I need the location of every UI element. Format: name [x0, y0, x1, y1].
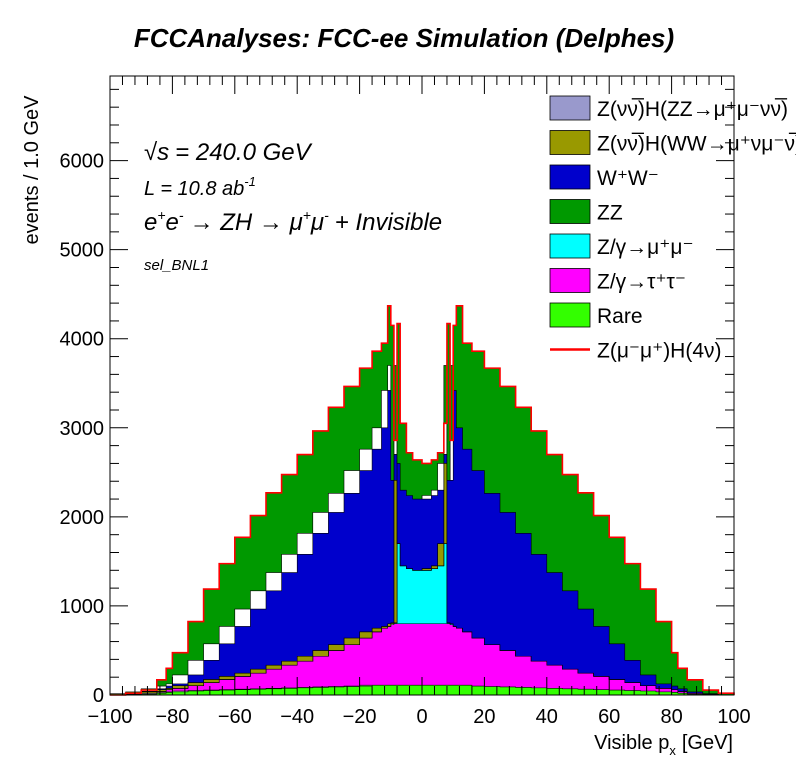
legend-label: Z(νν̅)H(WW→μ⁺νμ⁻ν̅) — [597, 133, 796, 156]
x-tick-label: −60 — [218, 706, 252, 728]
signal-line-series — [110, 304, 735, 696]
chart-title: FCCAnalyses: FCC-ee Simulation (Delphes) — [134, 23, 674, 53]
y-tick-label: 2000 — [60, 507, 105, 529]
y-tick-label: 6000 — [60, 151, 105, 173]
x-tick-label: 100 — [717, 706, 750, 728]
legend-label: Rare — [597, 305, 643, 328]
x-tick-label: 20 — [473, 706, 495, 728]
x-axis-label-main: Visible p — [594, 732, 669, 754]
luminosity-exponent: -1 — [244, 174, 256, 189]
process-plus-sup: + — [157, 207, 165, 223]
y-tick-label: 0 — [93, 685, 104, 707]
process-label: e+e- → ZH → μ+μ- + Invisible — [144, 207, 442, 236]
x-tick-label: −80 — [155, 706, 189, 728]
sqrt-s-symbol: √s — [144, 139, 169, 166]
process-minus-sup: - — [179, 207, 184, 223]
legend-label: Z(νν̅)H(ZZ→μ⁺μ⁻νν̅) — [597, 98, 788, 121]
legend-swatch — [549, 302, 591, 328]
y-axis-label: events / 1.0 GeV — [21, 95, 43, 245]
sqrt-s-label: √s = 240.0 GeV — [144, 139, 313, 166]
selection-label: sel_BNL1 — [144, 257, 209, 274]
legend-swatch — [549, 130, 591, 155]
x-tick-label: −40 — [280, 706, 314, 728]
y-tick-label: 4000 — [60, 329, 105, 351]
x-tick-label: 80 — [660, 706, 682, 728]
legend-swatch — [549, 268, 591, 293]
x-tick-label: −20 — [343, 706, 377, 728]
legend-label: Z/γ→τ⁺τ⁻ — [597, 271, 686, 294]
x-axis-label-unit: [GeV] — [682, 732, 733, 754]
y-tick-label: 3000 — [60, 418, 105, 440]
process-mu-plus-sup: + — [303, 207, 311, 223]
x-tick-label: 0 — [416, 706, 427, 728]
luminosity-value: L = 10.8 ab — [144, 178, 244, 200]
x-axis-label: Visible px [GeV] — [594, 732, 733, 758]
x-tick-label: 40 — [536, 706, 558, 728]
y-tick-label: 5000 — [60, 240, 105, 262]
stacked-histogram-layer — [109, 305, 735, 696]
process-e-plus: e — [144, 209, 157, 236]
x-tick-label: 60 — [598, 706, 620, 728]
legend-label: ZZ — [597, 202, 623, 225]
luminosity-label: L = 10.8 ab-1 — [144, 174, 256, 200]
legend-swatch — [549, 199, 591, 224]
sqrt-s-value: = 240.0 GeV — [175, 139, 312, 166]
process-mu: μ — [310, 209, 324, 236]
legend-label: Z(μ⁻μ⁺)H(4ν) — [597, 340, 722, 363]
legend-swatch — [549, 95, 591, 121]
axis-ticks: −100 −80 −60 −40 −20 0 20 40 60 80 100010002000300… — [60, 76, 751, 728]
y-tick-label: 1000 — [60, 596, 105, 618]
x-tick-label: −100 — [87, 706, 132, 728]
legend: Z(νν̅)H(ZZ→μ⁺μ⁻νν̅) Z(νν̅)H(WW→μ⁺νμ⁻ν̅) W⁺… — [549, 95, 796, 363]
legend-swatch — [549, 233, 591, 259]
process-invisible: + Invisible — [335, 209, 442, 236]
legend-label: Z/γ→μ⁺μ⁻ — [597, 236, 694, 259]
x-axis-label-sub: x — [669, 743, 676, 758]
legend-swatch — [549, 164, 591, 190]
process-e-minus: e — [166, 209, 179, 236]
process-chain: → ZH → μ — [190, 209, 303, 236]
legend-label: W⁺W⁻ — [597, 167, 659, 190]
process-mu-minus-sup: - — [324, 207, 329, 223]
